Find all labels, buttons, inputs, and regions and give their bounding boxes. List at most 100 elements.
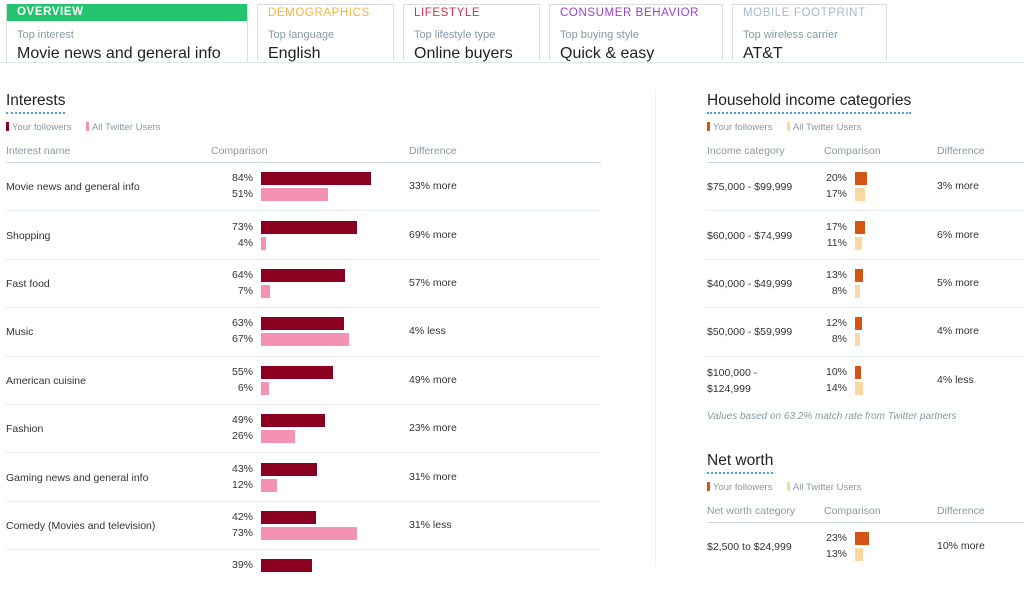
tab-value: AT&T bbox=[743, 45, 783, 62]
bar-followers bbox=[855, 532, 869, 545]
row-difference: 4% less bbox=[409, 325, 446, 338]
row-difference: 4% more bbox=[937, 325, 980, 338]
interests-panel: Interests Your followers All Twitter Use… bbox=[6, 92, 601, 573]
table-row: $2,500 to $24,999 23% 13% 10% more bbox=[707, 523, 1024, 571]
pct-all-users: 6% bbox=[237, 381, 253, 394]
row-divider bbox=[6, 500, 601, 502]
pct-all-users: 12% bbox=[231, 478, 253, 491]
row-difference: 69% more bbox=[409, 228, 457, 241]
pct-followers: 12% bbox=[825, 317, 847, 330]
tab-mobile-footprint[interactable]: Mobile footprint Top wireless carrier AT&T bbox=[732, 4, 887, 62]
column-header-net-worth-category: Net worth category bbox=[707, 505, 796, 517]
tab-lifestyle[interactable]: Lifestyle Top lifestyle type Online buyers bbox=[403, 4, 540, 62]
table-row: Gaming news and general info 43% 12% 31% mo… bbox=[6, 453, 601, 502]
bar-followers bbox=[261, 462, 318, 476]
row-divider bbox=[707, 355, 1024, 357]
tab-subtitle: Top interest bbox=[17, 29, 74, 41]
row-name: $60,000 - $74,999 bbox=[707, 229, 793, 242]
bar-followers bbox=[855, 220, 866, 234]
pct-all-users: 8% bbox=[831, 284, 847, 297]
row-name: Fashion bbox=[6, 423, 44, 436]
bar-followers bbox=[855, 172, 867, 186]
bar-followers bbox=[261, 268, 345, 282]
row-name: Gaming news and general info bbox=[6, 471, 149, 484]
bar-followers bbox=[261, 414, 326, 428]
pct-all-users: 14% bbox=[825, 381, 847, 394]
interests-title: Interests bbox=[6, 92, 66, 114]
bar-all-users bbox=[855, 333, 860, 347]
row-divider bbox=[6, 307, 601, 309]
tab-consumer-behavior[interactable]: Consumer behavior Top buying style Quick &… bbox=[549, 4, 723, 62]
tab-bar: Overview Top interest Movie news and gener… bbox=[0, 0, 1024, 63]
row-divider bbox=[707, 210, 1024, 212]
tab-overview[interactable]: Overview Top interest Movie news and gener… bbox=[6, 4, 248, 62]
pct-followers: 55% bbox=[231, 365, 253, 378]
table-row: Fast food 64% 7% 57% more bbox=[6, 260, 601, 309]
row-difference: 5% more bbox=[937, 276, 980, 289]
pct-all-users: 17% bbox=[825, 188, 847, 201]
pct-all-users: 7% bbox=[237, 284, 253, 297]
row-name: $2,500 to $24,999 bbox=[707, 541, 792, 553]
pct-all-users: 4% bbox=[237, 236, 253, 249]
row-name: $40,000 - $49,999 bbox=[707, 277, 793, 290]
column-divider bbox=[655, 90, 656, 567]
row-divider bbox=[6, 258, 601, 260]
header-rule bbox=[6, 162, 601, 163]
footnote: Values based on 63.2% match rate from Tw… bbox=[707, 411, 957, 422]
table-row: $40,000 - $49,999 13% 8% 5% more bbox=[707, 260, 1024, 309]
tab-subtitle: Top lifestyle type bbox=[414, 29, 496, 41]
header-rule bbox=[707, 522, 1024, 523]
bar-all-users bbox=[261, 284, 271, 298]
row-name: Comedy (Movies and television) bbox=[6, 519, 156, 532]
column-header-difference: Difference bbox=[937, 145, 985, 157]
table-row: $50,000 - $59,999 12% 8% 4% more bbox=[707, 308, 1024, 357]
row-difference: 10% more bbox=[937, 540, 985, 552]
bar-followers bbox=[261, 317, 344, 331]
column-header-comparison: Comparison bbox=[824, 505, 881, 517]
row-name: Shopping bbox=[6, 229, 51, 242]
legend-swatch-followers bbox=[707, 122, 710, 131]
row-name: $100,000 - $124,999 bbox=[707, 366, 758, 395]
row-name: Music bbox=[6, 326, 34, 339]
pct-all-users: 8% bbox=[831, 333, 847, 346]
tab-demographics[interactable]: Demographics Top language English bbox=[257, 4, 394, 62]
pct-followers: 73% bbox=[231, 220, 253, 233]
row-name: Fast food bbox=[6, 277, 50, 290]
row-difference: 3% more bbox=[937, 180, 980, 193]
legend-swatch-all bbox=[85, 122, 89, 131]
pct-all-users: 51% bbox=[231, 188, 253, 201]
row-name: Movie news and general info bbox=[6, 181, 140, 194]
networth-panel: Net worth Your followers All Twitter Use… bbox=[707, 452, 1024, 567]
legend-swatch-all bbox=[786, 482, 790, 491]
networth-legend: Your followers All Twitter Users bbox=[707, 482, 1024, 494]
pct-all-users: 13% bbox=[825, 548, 847, 560]
row-difference: 49% more bbox=[409, 373, 457, 386]
pct-followers: 43% bbox=[231, 462, 253, 475]
legend-swatch-followers bbox=[6, 122, 9, 131]
row-divider bbox=[6, 452, 601, 454]
column-header-comparison: Comparison bbox=[824, 145, 881, 157]
pct-followers: 10% bbox=[825, 365, 847, 378]
row-name: $50,000 - $59,999 bbox=[707, 326, 793, 339]
row-difference: 31% less bbox=[409, 518, 452, 531]
pct-all-users: 73% bbox=[231, 526, 253, 539]
table-row: Music 63% 67% 4% less bbox=[6, 308, 601, 357]
row-divider bbox=[6, 549, 601, 551]
legend-label-followers: Your followers bbox=[12, 122, 72, 133]
pct-all-users: 11% bbox=[826, 236, 847, 249]
bar-all-users bbox=[261, 333, 349, 347]
table-row: $75,000 - $99,999 20% 17% 3% more bbox=[707, 163, 1024, 212]
income-legend: Your followers All Twitter Users bbox=[707, 122, 1024, 134]
row-divider bbox=[707, 307, 1024, 309]
tab-title: Mobile footprint bbox=[733, 4, 886, 21]
bar-followers bbox=[261, 559, 313, 573]
legend-swatch-all bbox=[786, 122, 790, 131]
row-difference: 6% more bbox=[937, 228, 980, 241]
legend-label-followers: Your followers bbox=[713, 482, 773, 493]
pct-all-users: 26% bbox=[231, 430, 253, 443]
income-panel: Household income categories Your followe… bbox=[707, 92, 1024, 432]
bar-all-users bbox=[855, 548, 863, 561]
tab-value: Online buyers bbox=[414, 45, 513, 62]
bar-all-users bbox=[261, 478, 277, 492]
tab-subtitle: Top wireless carrier bbox=[743, 29, 838, 41]
